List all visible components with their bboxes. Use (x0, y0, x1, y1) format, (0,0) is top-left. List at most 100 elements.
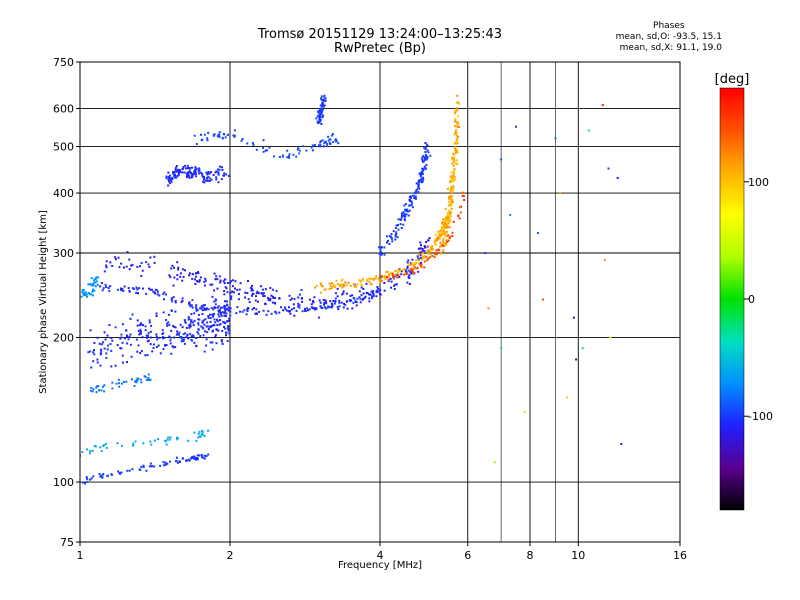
data-point (224, 310, 227, 313)
data-point (359, 301, 362, 304)
data-point (140, 350, 143, 352)
data-point (191, 455, 194, 458)
data-point (197, 432, 200, 435)
data-point (187, 318, 190, 321)
data-point (537, 232, 539, 235)
data-point (195, 275, 197, 278)
data-point (271, 301, 274, 304)
data-point (335, 292, 337, 295)
data-point (162, 311, 165, 314)
data-point (226, 291, 229, 294)
data-point (147, 331, 150, 334)
data-point (215, 178, 218, 181)
data-point (387, 239, 390, 242)
data-point (208, 180, 211, 182)
data-point (444, 217, 447, 220)
data-point (318, 118, 321, 121)
data-point (253, 307, 256, 309)
data-point (455, 159, 458, 162)
data-point (443, 225, 446, 228)
data-point (182, 333, 185, 336)
data-point (368, 300, 371, 303)
data-point (136, 288, 139, 291)
data-point (415, 182, 418, 185)
data-point (424, 246, 426, 249)
data-point (286, 156, 289, 159)
data-point (84, 291, 87, 294)
data-point (371, 297, 374, 300)
data-point (421, 179, 424, 182)
data-point (95, 391, 98, 394)
data-point (161, 329, 164, 332)
data-point (172, 284, 175, 287)
data-point (238, 293, 240, 295)
data-point (454, 110, 457, 113)
data-point (449, 215, 452, 218)
data-point (164, 293, 167, 296)
data-point (391, 240, 394, 243)
data-point (324, 99, 327, 102)
data-point (338, 283, 341, 286)
data-point (139, 469, 142, 471)
data-point (106, 475, 109, 478)
data-point (414, 192, 417, 195)
data-point (281, 155, 284, 158)
data-point (401, 212, 404, 215)
data-point (425, 155, 428, 158)
data-point (421, 171, 424, 174)
data-point (170, 298, 173, 301)
data-point (603, 259, 606, 262)
data-point (509, 214, 512, 216)
data-point (169, 436, 172, 439)
data-point (110, 349, 113, 352)
data-point (267, 310, 270, 313)
data-point (199, 435, 201, 438)
data-point (159, 352, 162, 355)
data-point (167, 171, 170, 174)
data-point (120, 262, 123, 265)
data-point (200, 325, 203, 328)
data-point (216, 306, 219, 309)
x-tick-label: 16 (673, 549, 687, 562)
x-tick-label: 1 (77, 549, 84, 562)
data-point (390, 286, 392, 289)
data-point (114, 256, 117, 259)
data-point (139, 332, 142, 335)
data-point (155, 289, 158, 291)
data-point (417, 186, 420, 189)
data-point (360, 286, 363, 289)
data-point (391, 273, 394, 276)
data-point (152, 290, 155, 293)
data-point (105, 260, 108, 263)
data-point (145, 378, 148, 381)
data-point (607, 167, 610, 170)
data-point (123, 266, 125, 269)
data-point (500, 158, 503, 161)
data-point (173, 336, 176, 339)
data-point (406, 208, 409, 211)
data-point (453, 161, 456, 163)
data-point (397, 218, 400, 221)
data-point (378, 290, 381, 293)
data-point (171, 300, 174, 303)
data-point (230, 298, 233, 300)
data-point (251, 289, 254, 292)
data-point (554, 137, 557, 140)
data-point (455, 129, 458, 132)
data-point (363, 296, 366, 299)
data-point (196, 309, 199, 312)
data-point (161, 333, 164, 335)
data-point (405, 272, 408, 275)
data-point (255, 308, 258, 311)
data-point (420, 244, 422, 247)
data-point (369, 283, 372, 286)
data-point (413, 194, 416, 197)
data-point (167, 313, 170, 316)
data-point (220, 339, 223, 341)
data-point (120, 333, 123, 336)
data-point (81, 481, 84, 484)
data-point (327, 135, 330, 138)
data-point (175, 170, 178, 173)
data-point (338, 299, 341, 302)
data-point (109, 285, 112, 288)
